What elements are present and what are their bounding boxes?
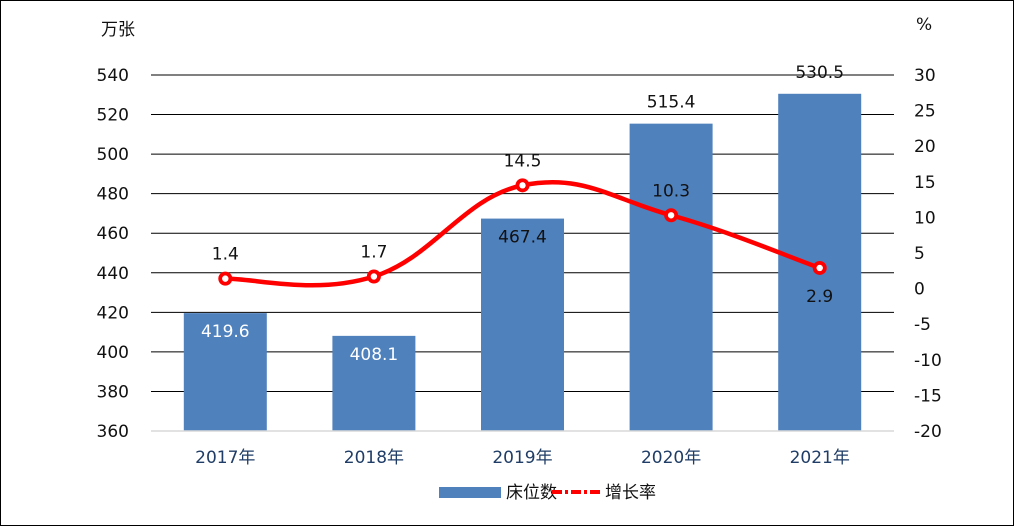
y-right-tick-label: 30 bbox=[914, 66, 936, 86]
legend-bar-label: 床位数 bbox=[506, 483, 557, 503]
bar bbox=[629, 123, 713, 432]
y-right-tick-label: -10 bbox=[914, 351, 942, 371]
left-axis-unit: 万张 bbox=[101, 20, 135, 40]
y-right-tick-label: -15 bbox=[914, 386, 942, 406]
y-left-tick-label: 520 bbox=[97, 106, 129, 126]
y-left-tick-label: 500 bbox=[97, 145, 129, 165]
line-series bbox=[218, 178, 827, 288]
y-right-tick-label: 20 bbox=[914, 137, 936, 157]
y-left-tick-label: 360 bbox=[97, 422, 129, 442]
bar bbox=[332, 335, 416, 431]
bar-data-label: 467.4 bbox=[498, 228, 547, 248]
x-tick-label: 2020年 bbox=[641, 448, 701, 468]
right-axis-unit: % bbox=[916, 15, 932, 35]
bar-data-label: 419.6 bbox=[201, 322, 250, 342]
y-left-tick-label: 480 bbox=[97, 185, 129, 205]
y-left-tick-label: 380 bbox=[97, 382, 129, 402]
x-tick-label: 2017年 bbox=[195, 448, 255, 468]
bar-data-label: 408.1 bbox=[350, 345, 399, 365]
y-right-tick-label: 5 bbox=[914, 244, 925, 264]
y-right-tick-label: 25 bbox=[914, 102, 936, 122]
y-right-tick-label: 0 bbox=[914, 280, 925, 300]
line-data-label: 14.5 bbox=[504, 151, 542, 171]
growth-marker-center bbox=[370, 273, 378, 280]
growth-marker-center bbox=[816, 264, 823, 272]
legend: 床位数 增长率 bbox=[439, 483, 656, 503]
bar bbox=[183, 313, 267, 431]
line-data-label: 1.4 bbox=[212, 245, 239, 265]
x-tick-label: 2019年 bbox=[492, 448, 552, 468]
growth-marker-center bbox=[667, 212, 675, 219]
data-labels: 419.6 408.1 467.4 515.4 530.5 1.4 1.7 14.5 10.3 2… bbox=[201, 63, 844, 365]
bar-series bbox=[183, 93, 862, 432]
x-tick-label: 2018年 bbox=[344, 448, 404, 468]
line-data-label: 10.3 bbox=[652, 181, 690, 201]
axes: 360380400420440460480500520540-20-15-10-… bbox=[97, 66, 942, 468]
growth-marker-center bbox=[519, 182, 526, 189]
y-right-tick-label: -5 bbox=[914, 315, 931, 335]
bar-data-label: 530.5 bbox=[795, 63, 844, 83]
x-tick-label: 2021年 bbox=[790, 448, 850, 468]
legend-line-label: 增长率 bbox=[605, 483, 656, 503]
y-right-tick-label: 15 bbox=[914, 173, 936, 193]
legend-bar-swatch bbox=[439, 487, 501, 498]
y-left-tick-label: 440 bbox=[97, 264, 129, 284]
y-right-tick-label: -20 bbox=[914, 422, 942, 442]
y-left-tick-label: 460 bbox=[97, 224, 129, 244]
y-right-tick-label: 10 bbox=[914, 208, 936, 228]
growth-marker-center bbox=[222, 275, 229, 282]
y-left-tick-label: 420 bbox=[97, 303, 129, 323]
y-left-tick-label: 540 bbox=[97, 66, 129, 86]
line-data-label: 1.7 bbox=[360, 242, 387, 262]
y-left-tick-label: 400 bbox=[97, 343, 129, 363]
line-data-label: 2.9 bbox=[806, 287, 833, 307]
bar bbox=[481, 218, 564, 431]
bar-data-label: 515.4 bbox=[647, 93, 696, 113]
